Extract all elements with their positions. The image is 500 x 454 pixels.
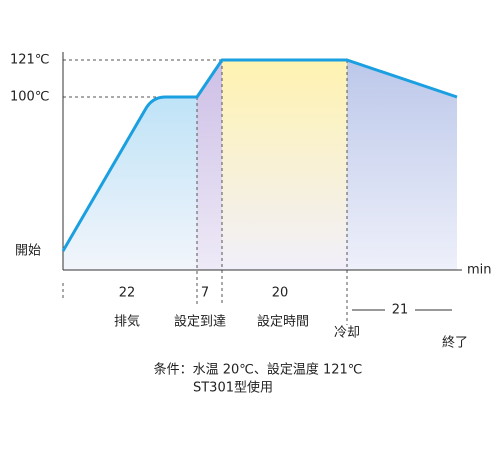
end-label: 終了	[442, 335, 468, 351]
phase-label: 設定到達	[174, 314, 226, 330]
phase-label: 排気	[114, 314, 140, 330]
areas	[63, 60, 457, 270]
y-label: 121℃	[10, 53, 49, 68]
duration: 20	[272, 286, 289, 301]
note: 条件：水温 20℃、設定温度 121℃	[154, 362, 363, 378]
duration: 21	[392, 303, 409, 318]
x-unit: min	[467, 263, 492, 278]
duration: 22	[119, 286, 136, 301]
y-label: 100℃	[10, 90, 49, 105]
temperature-line	[61, 58, 458, 252]
phase-label: 設定時間	[257, 314, 309, 330]
note: ST301型使用	[193, 380, 273, 396]
duration: 7	[201, 286, 209, 301]
start-label: 開始	[15, 244, 41, 259]
phase-label: 冷却	[334, 326, 360, 341]
